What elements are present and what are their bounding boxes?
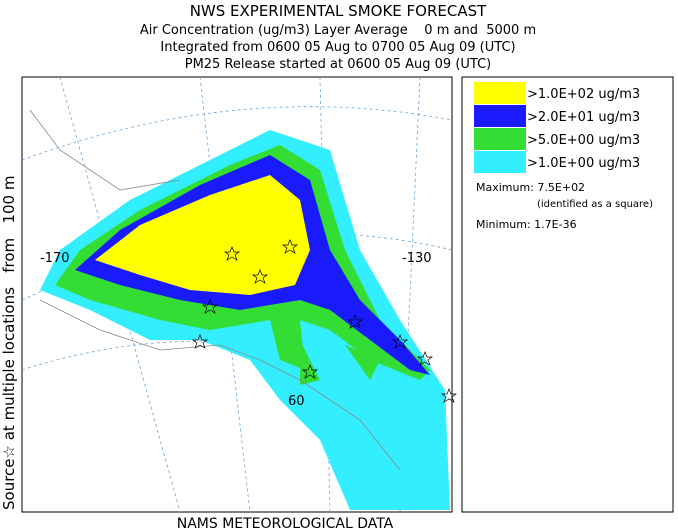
side-label: Source☆ at multiple locations from 100 m: [0, 176, 18, 510]
legend: Maximum: 7.5E+02 (identified as a square…: [461, 76, 674, 513]
legend-label: >5.0E+00 ug/m3: [527, 133, 640, 148]
coastline: [29, 109, 401, 471]
plume-green: [300, 340, 380, 385]
legend-swatch: [474, 128, 526, 150]
legend-label: >1.0E+00 ug/m3: [527, 156, 640, 171]
subtitle: Integrated from 0600 05 Aug to 0700 05 A…: [160, 40, 515, 55]
legend-label: >2.0E+01 ug/m3: [527, 110, 640, 125]
source-markers: [191, 239, 458, 403]
legend-swatch: [474, 82, 526, 104]
grid-label: 60: [288, 394, 305, 409]
grid-label: -130: [402, 251, 432, 266]
minimum: Minimum: 1.7E-36: [476, 218, 577, 231]
footer: NAMS METEOROLOGICAL DATA: [177, 516, 394, 532]
maximum-note: (identified as a square): [537, 199, 653, 210]
plume-yellow: [95, 175, 310, 295]
subtitle: Air Concentration (ug/m3) Layer Average …: [140, 23, 536, 38]
subtitle: PM25 Release started at 0600 05 Aug 09 (…: [185, 57, 492, 72]
legend-label: >1.0E+02 ug/m3: [527, 87, 640, 102]
legend-swatch: [474, 105, 526, 127]
title: NWS EXPERIMENTAL SMOKE FORECAST: [190, 2, 487, 20]
map: -170 -130 60: [21, 76, 458, 513]
maximum: Maximum: 7.5E+02: [476, 181, 585, 194]
legend-swatch: [474, 151, 526, 173]
grid-label: -170: [40, 251, 70, 266]
